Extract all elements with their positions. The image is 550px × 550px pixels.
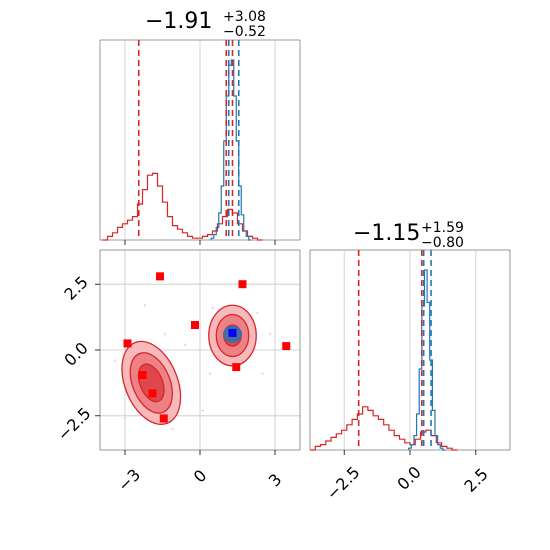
y-marginal-x-tick-label: −2.5 (323, 463, 364, 504)
y-marginal-quantile-lines (357, 250, 432, 450)
x-marginal-histograms (102, 59, 263, 241)
joint-x-tick-label: −3 (114, 465, 144, 495)
joint-markers (123, 272, 291, 423)
sample-dot (183, 343, 187, 346)
sample-dot (171, 427, 174, 431)
sample-dot (256, 311, 259, 315)
sample-dot (143, 304, 147, 307)
y-marginal-histograms (310, 269, 458, 451)
joint-x-tick-label: 0 (190, 466, 211, 487)
histogram-step-line (102, 172, 263, 241)
joint-x-tick-label: 3 (265, 470, 286, 491)
joint-y-tick-label: 2.5 (60, 272, 91, 303)
histogram-step-line (210, 59, 252, 241)
square-marker (238, 280, 247, 289)
x-marginal-title-value: −1.91 (145, 9, 212, 34)
x-marginal-panel: −1.91 +3.08 −0.52 (99, 9, 301, 245)
joint-density-contours (121, 304, 257, 425)
y-marginal-title-upper-error: +1.59 (421, 220, 464, 236)
sample-dot (268, 333, 272, 336)
x-marginal-title-lower-error: −0.52 (223, 24, 266, 40)
joint-panel: −3 0 3 −2.5 0.0 2.5 (54, 249, 301, 495)
square-marker (148, 389, 157, 398)
sample-dot (123, 417, 127, 420)
square-marker (138, 371, 147, 379)
sample-dot (208, 372, 212, 375)
joint-y-tick-label: 0.0 (60, 338, 91, 369)
square-marker (156, 272, 164, 281)
joint-x-tick-labels: −3 0 3 (114, 465, 285, 495)
sample-dot (163, 333, 167, 336)
sample-dot (113, 359, 117, 362)
sample-dot (211, 306, 214, 310)
joint-ticks (95, 283, 276, 455)
square-marker (232, 363, 241, 372)
histogram-step-line (408, 269, 446, 451)
square-marker (228, 328, 237, 337)
y-marginal-panel: −1.15 +1.59 −0.80 −2.5 0.0 2.5 (309, 220, 511, 504)
square-marker (123, 339, 132, 348)
y-marginal-title-value: −1.15 (353, 221, 420, 246)
y-marginal-ticks (343, 450, 477, 455)
square-marker (159, 414, 168, 423)
square-marker (282, 342, 291, 351)
y-marginal-x-tick-label: 2.5 (460, 464, 491, 495)
x-marginal-quantile-lines (137, 40, 240, 240)
square-marker (191, 321, 199, 329)
sample-dot (201, 409, 204, 412)
y-marginal-grid (343, 250, 477, 450)
x-marginal-ticks (124, 240, 276, 245)
y-marginal-title-lower-error: −0.80 (421, 235, 464, 251)
y-marginal-x-tick-label: 0.0 (393, 462, 424, 493)
x-marginal-title-upper-error: +3.08 (223, 9, 266, 25)
sample-dot (261, 372, 264, 375)
joint-y-tick-labels: −2.5 0.0 2.5 (54, 272, 95, 444)
joint-sample-dots (113, 304, 272, 431)
x-marginal-grid (124, 40, 276, 240)
joint-y-tick-label: −2.5 (54, 404, 95, 445)
y-marginal-x-tick-labels: −2.5 0.0 2.5 (323, 462, 492, 503)
joint-grid (100, 250, 300, 450)
